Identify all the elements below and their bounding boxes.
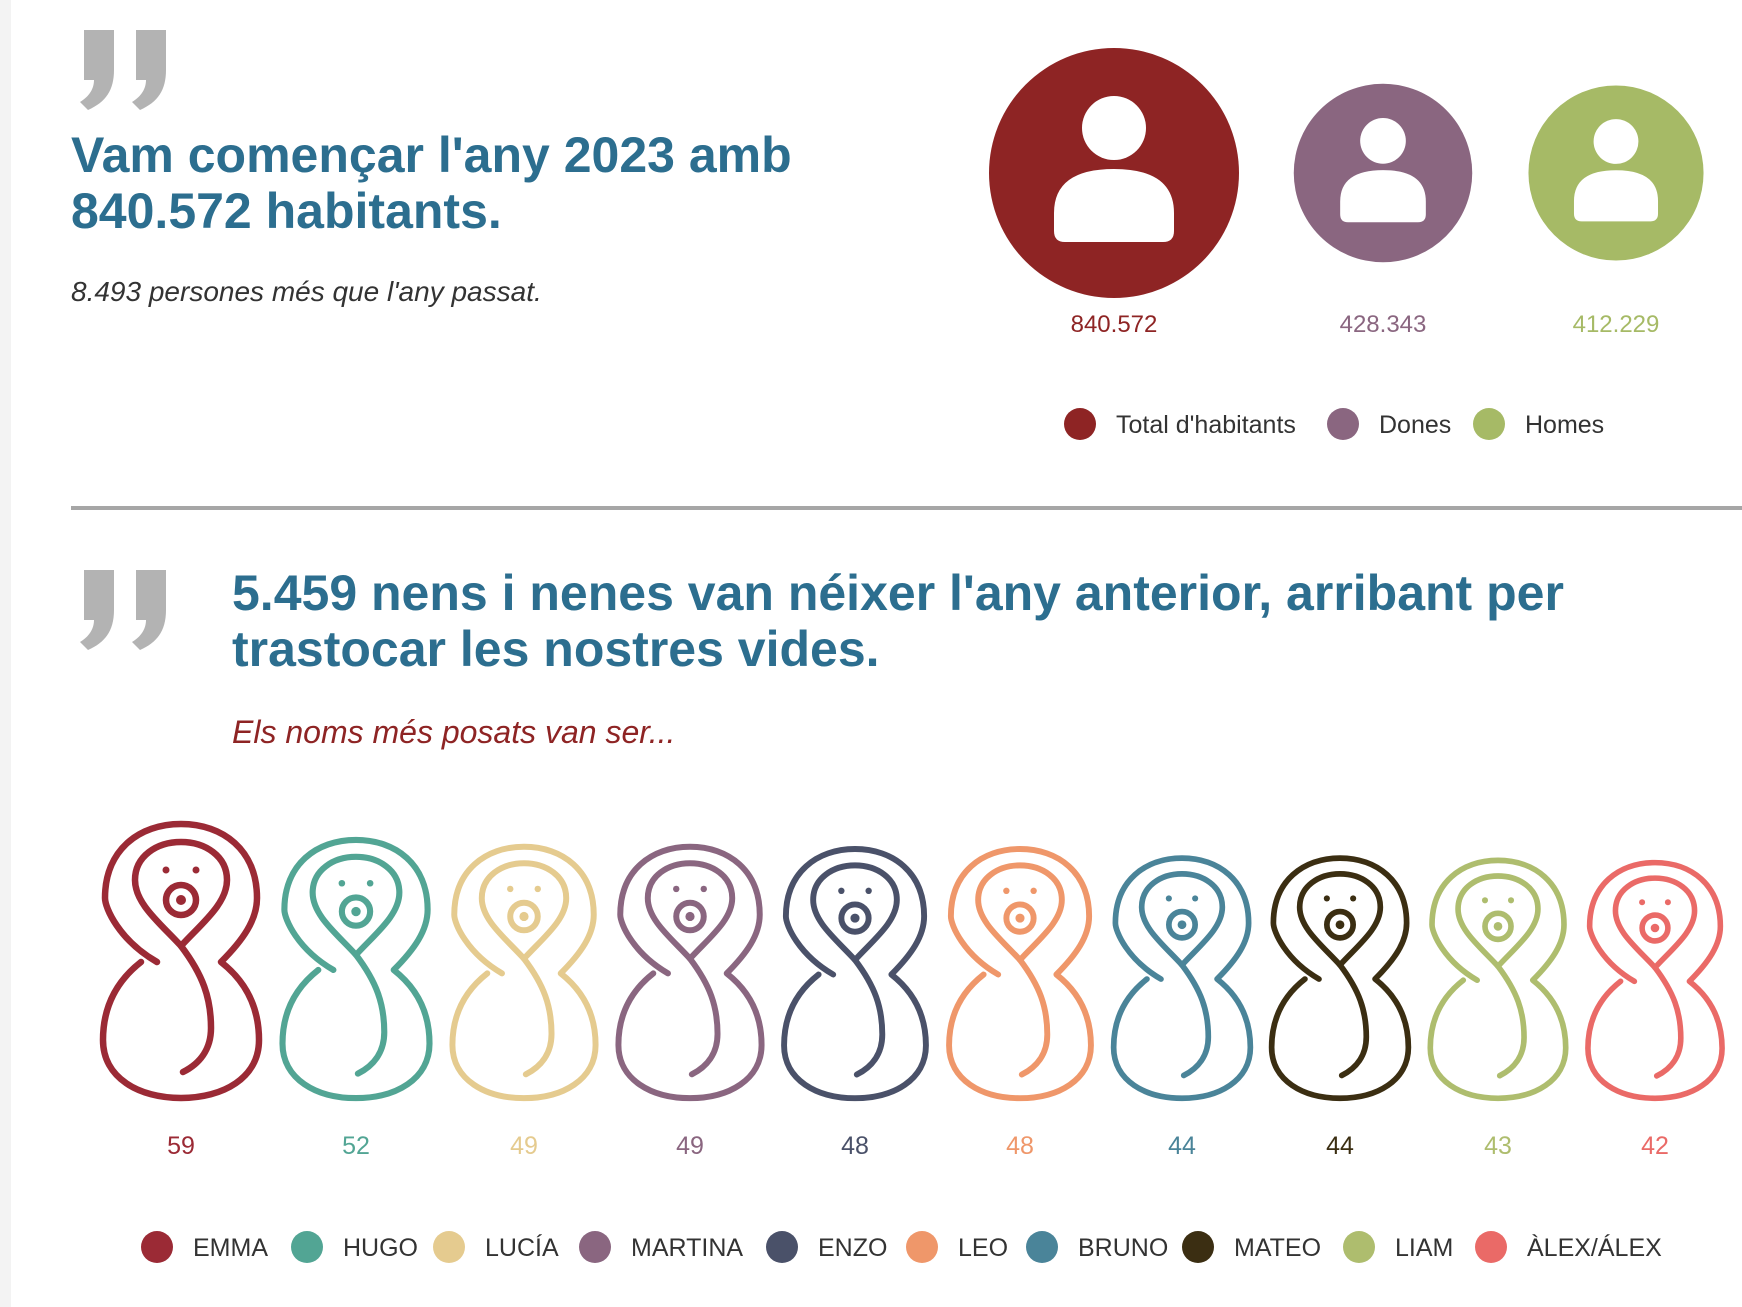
legend-item-hugo: HUGO: [291, 1231, 418, 1263]
baby-icon: [99, 820, 263, 1102]
legend-swatch: [1327, 408, 1359, 440]
baby-liam: 43: [1427, 857, 1569, 1160]
baby-icon: [1427, 857, 1569, 1102]
baby-icon: [615, 843, 765, 1102]
baby-value-label: 44: [1326, 1132, 1354, 1160]
baby-bruno: 44: [1110, 855, 1254, 1160]
legend-swatch: [1473, 408, 1505, 440]
baby-icon: [1268, 855, 1412, 1102]
baby-emma: 59: [99, 820, 263, 1160]
baby-icon: [1110, 855, 1254, 1102]
section1-headline: Vam començar l'any 2023 amb 840.572 habi…: [71, 127, 792, 239]
legend-item-lucia: LUCÍA: [433, 1231, 559, 1263]
legend-label: LEO: [958, 1234, 1008, 1262]
legend-item-total-d-habitants: Total d'habitants: [1064, 408, 1296, 440]
legend-label: HUGO: [343, 1234, 418, 1262]
legend-item-martina: MARTINA: [579, 1231, 743, 1263]
legend-item-homes: Homes: [1473, 408, 1604, 440]
legend-item-leo: LEO: [906, 1231, 1008, 1263]
bubble-total-d-habitants: 840.572: [989, 48, 1239, 338]
legend-label: MARTINA: [631, 1234, 743, 1262]
baby-icon: [1585, 859, 1725, 1102]
legend-swatch: [291, 1231, 323, 1263]
baby-icon: [279, 836, 433, 1102]
baby-value-label: 43: [1484, 1132, 1512, 1160]
baby-hugo: 52: [279, 836, 433, 1160]
baby-icon: [449, 843, 599, 1102]
person-icon: [1573, 119, 1659, 222]
baby-leo: 48: [946, 846, 1094, 1160]
quote-icon: [80, 570, 166, 650]
baby-value-label: 48: [1006, 1132, 1034, 1160]
baby-value-label: 49: [510, 1132, 538, 1160]
population-bubble-chart: 840.572 428.343 412.229 Total d'habitants Do…: [989, 48, 1704, 440]
legend-item-emma: EMMA: [141, 1231, 268, 1263]
legend-swatch: [433, 1231, 465, 1263]
legend-item-mateo: MATEO: [1182, 1231, 1321, 1263]
quote-icon: [80, 30, 166, 110]
legend-swatch: [141, 1231, 173, 1263]
legend-item-enzo: ENZO: [766, 1231, 887, 1263]
legend-swatch: [1064, 408, 1096, 440]
legend-label: ENZO: [818, 1234, 887, 1262]
legend-label: LUCÍA: [485, 1233, 559, 1262]
section2-subtitle: Els noms més posats van ser...: [232, 714, 676, 750]
legend-swatch: [1182, 1231, 1214, 1263]
baby-lucia: 49: [449, 843, 599, 1160]
legend-label: Homes: [1525, 411, 1604, 439]
legend-item-alex-alex: ÀLEX/ÁLEX: [1475, 1231, 1662, 1263]
person-icon: [1340, 118, 1426, 223]
legend-label: LIAM: [1395, 1234, 1453, 1262]
section2-headline: 5.459 nens i nenes van néixer l'any ante…: [232, 565, 1564, 677]
legend-swatch: [1026, 1231, 1058, 1263]
bubble-value-label: 428.343: [1340, 311, 1427, 338]
legend-swatch: [579, 1231, 611, 1263]
section-divider: [71, 506, 1742, 510]
baby-icon: [781, 846, 929, 1102]
legend-label: ÀLEX/ÁLEX: [1527, 1233, 1662, 1262]
baby-mateo: 44: [1268, 855, 1412, 1160]
baby-enzo: 48: [781, 846, 929, 1160]
baby-icon: [946, 846, 1094, 1102]
bubble-value-label: 840.572: [1071, 311, 1158, 338]
legend-item-liam: LIAM: [1343, 1231, 1453, 1263]
baby-value-label: 42: [1641, 1132, 1669, 1160]
baby-value-label: 52: [342, 1132, 370, 1160]
baby-value-label: 44: [1168, 1132, 1196, 1160]
legend-swatch: [766, 1231, 798, 1263]
baby-value-label: 48: [841, 1132, 869, 1160]
legend-swatch: [906, 1231, 938, 1263]
bubble-homes: 412.229: [1528, 85, 1704, 338]
baby-value-label: 49: [676, 1132, 704, 1160]
baby-value-label: 59: [167, 1132, 195, 1160]
person-icon: [1054, 96, 1174, 242]
bubble-value-label: 412.229: [1573, 311, 1660, 338]
baby-alex-alex: 42: [1585, 859, 1725, 1160]
legend-swatch: [1343, 1231, 1375, 1263]
legend-label: EMMA: [193, 1234, 268, 1262]
legend-swatch: [1475, 1231, 1507, 1263]
legend-item-dones: Dones: [1327, 408, 1451, 440]
section1-subtitle: 8.493 persones més que l'any passat.: [71, 276, 542, 307]
legend-label: Total d'habitants: [1116, 411, 1296, 439]
legend-label: MATEO: [1234, 1234, 1321, 1262]
left-edge-bar: [0, 0, 11, 1307]
legend-label: Dones: [1379, 411, 1451, 439]
baby-martina: 49: [615, 843, 765, 1160]
legend-item-bruno: BRUNO: [1026, 1231, 1168, 1263]
bubble-dones: 428.343: [1293, 83, 1473, 338]
legend-label: BRUNO: [1078, 1234, 1168, 1262]
